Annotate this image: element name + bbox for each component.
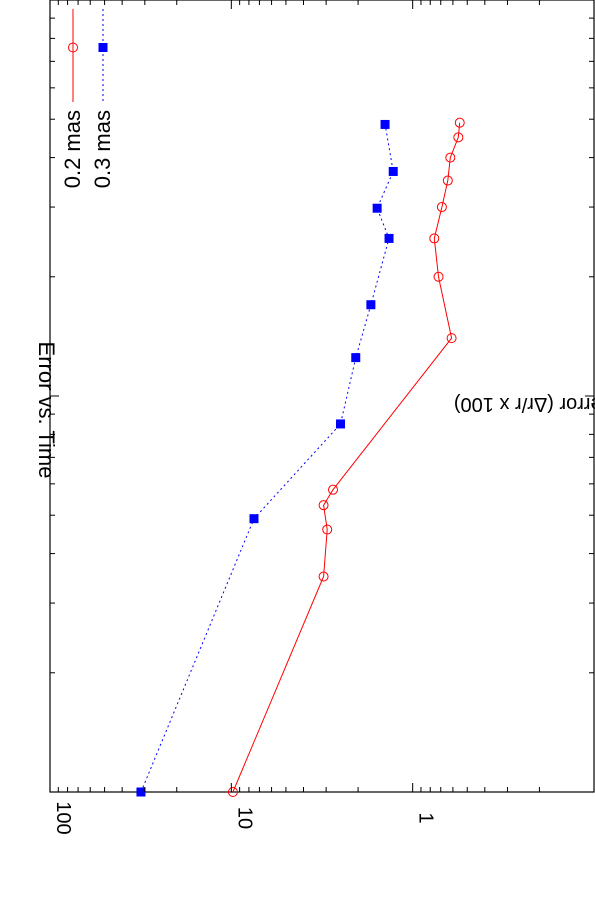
value-axis-tick-label: 1 [415, 812, 437, 823]
data-point [336, 419, 346, 429]
data-point [322, 524, 333, 535]
data-point [318, 571, 329, 582]
legend-item-1: 0.2 mas [60, 9, 85, 188]
series-layer [136, 117, 465, 797]
data-point [433, 271, 444, 282]
series-line [232, 122, 461, 793]
legend-marker [68, 42, 78, 53]
chart-title: Error vs. Time [34, 342, 59, 479]
legend-marker [98, 43, 108, 52]
data-point [429, 233, 440, 244]
data-point [351, 353, 361, 363]
data-point [328, 484, 339, 495]
data-point [442, 175, 453, 186]
series-1 [227, 117, 465, 797]
data-point [366, 300, 376, 310]
data-point [136, 787, 146, 797]
data-point [445, 152, 456, 163]
data-point [227, 787, 238, 797]
series-line [140, 124, 394, 793]
legend-item-2: 0.3 mas [90, 9, 115, 188]
value-axis-tick-label: 100 [52, 801, 74, 834]
value-axis-tick-label: 10 [233, 807, 255, 829]
data-point [454, 117, 465, 128]
data-point [388, 166, 398, 176]
data-point [384, 233, 394, 243]
series-2 [136, 119, 398, 797]
data-point [436, 202, 447, 213]
data-point [453, 132, 464, 143]
legend: 0.2 mas 0.3 mas [60, 9, 115, 188]
data-point [446, 333, 457, 344]
legend-label: 0.3 mas [90, 110, 115, 188]
data-point [249, 514, 259, 524]
legend-label: 0.2 mas [60, 110, 85, 188]
data-point [380, 119, 390, 129]
data-point [372, 203, 382, 213]
data-point [318, 500, 329, 511]
